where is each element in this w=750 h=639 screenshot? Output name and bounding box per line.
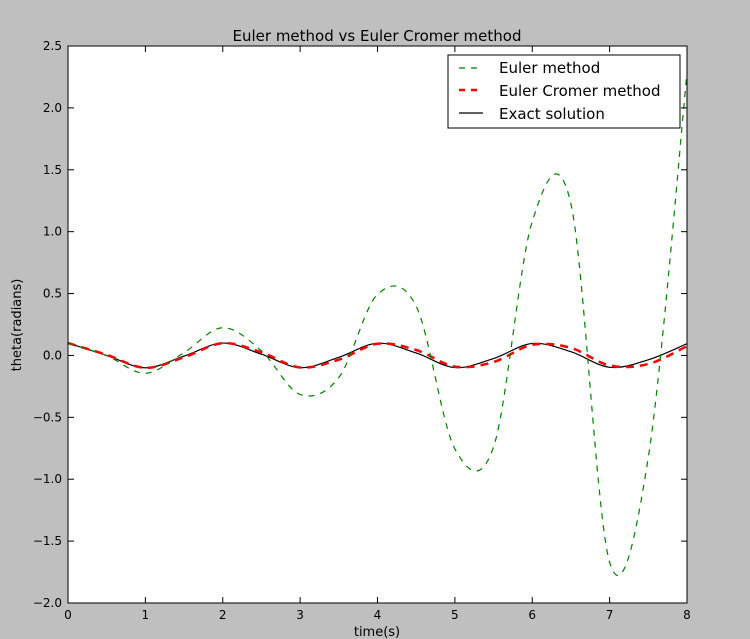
y-tick-label: 2.0 — [43, 101, 62, 115]
y-tick-label: −0.5 — [33, 410, 62, 424]
x-tick-label: 3 — [296, 608, 304, 622]
x-tick-label: 5 — [451, 608, 459, 622]
y-tick-label: 2.5 — [43, 39, 62, 53]
series-layer — [67, 72, 688, 577]
y-tick-label: −2.0 — [33, 596, 62, 610]
x-tick-label: 6 — [528, 608, 536, 622]
y-tick-label: −1.0 — [33, 472, 62, 486]
y-tick-label: 0.0 — [43, 348, 62, 362]
chart-title: Euler method vs Euler Cromer method — [233, 27, 522, 45]
x-tick-label: 0 — [64, 608, 72, 622]
x-tick-label: 7 — [606, 608, 614, 622]
legend-box — [447, 54, 681, 129]
series-line-euler-method — [67, 72, 688, 577]
y-tick-label: 1.0 — [43, 225, 62, 239]
y-axis-label: theta(radians) — [10, 279, 25, 372]
x-tick-label: 2 — [219, 608, 227, 622]
x-tick-label: 1 — [142, 608, 150, 622]
y-tick-label: 1.5 — [43, 163, 62, 177]
y-tick-label: 0.5 — [43, 287, 62, 301]
plot-area — [68, 46, 687, 603]
x-tick-label: 8 — [683, 608, 691, 622]
tick-layer: 0 1 2 3 4 5 6 7 8 −2.0 −1.5 −1.0 −0.5 0.0 0.5 1.0 1.5 2.0… — [33, 39, 691, 622]
plot-frame — [67, 45, 688, 604]
y-tick-label: −1.5 — [33, 534, 62, 548]
series-line-euler-cromer-method — [67, 341, 688, 370]
x-axis-label: time(s) — [354, 625, 400, 639]
legend: Euler method Euler Cromer method Exact s… — [447, 54, 681, 129]
legend-label-euler-cromer: Euler Cromer method — [499, 82, 661, 100]
legend-label-exact: Exact solution — [499, 105, 605, 123]
legend-label-euler: Euler method — [499, 59, 600, 77]
x-tick-label: 4 — [374, 608, 382, 622]
